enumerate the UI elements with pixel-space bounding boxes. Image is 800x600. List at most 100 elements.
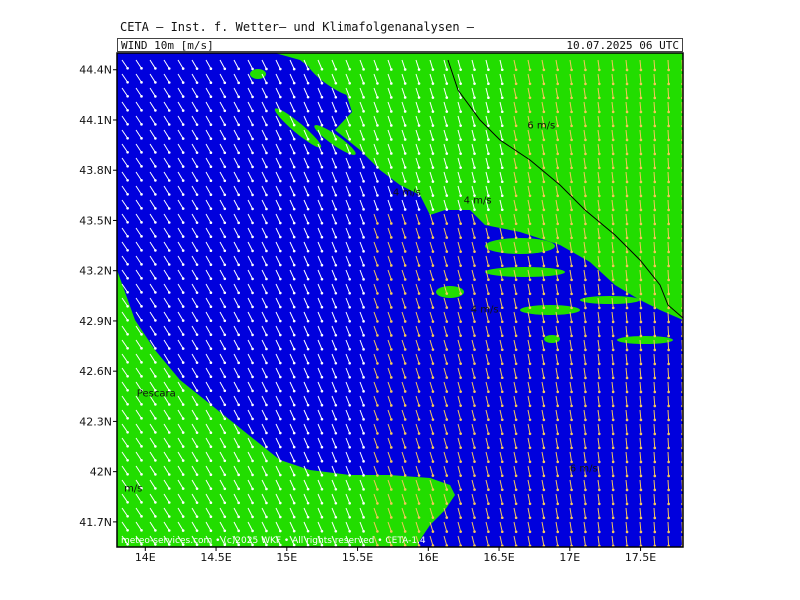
wind-arrow	[219, 367, 226, 378]
wind-arrow-head	[390, 432, 393, 435]
wind-arrow-head	[223, 193, 227, 197]
wind-arrow	[429, 521, 434, 532]
wind-arrow-head	[431, 236, 435, 239]
wind-arrow	[373, 171, 378, 182]
wind-arrow-head	[403, 516, 407, 519]
wind-arrow	[401, 157, 406, 168]
wind-arrow-head	[459, 474, 462, 477]
wind-arrow-head	[473, 446, 476, 449]
wind-arrow-head	[348, 193, 351, 197]
wind-arrow-head	[459, 292, 462, 295]
wind-arrow	[149, 311, 156, 321]
wind-arrow	[387, 269, 392, 280]
wind-arrow-head	[279, 81, 282, 85]
wind-arrow	[611, 73, 614, 84]
wind-arrow-head	[611, 236, 615, 240]
wind-arrow	[191, 493, 198, 503]
wind-arrow-head	[639, 376, 643, 380]
wind-arrow	[429, 437, 434, 448]
wind-arrow-head	[362, 138, 365, 141]
wind-arrow-head	[528, 362, 532, 366]
wind-arrow	[569, 227, 573, 238]
wind-arrow	[121, 101, 129, 111]
wind-arrow-head	[667, 488, 670, 492]
wind-arrow	[387, 367, 392, 378]
wind-arrow	[485, 269, 489, 280]
wind-arrow-head	[584, 68, 587, 72]
wind-arrow-head	[167, 417, 171, 420]
wind-arrow-head	[376, 404, 379, 407]
wind-arrow	[345, 339, 351, 350]
wind-arrow	[611, 521, 614, 532]
wind-arrow	[121, 493, 129, 503]
wind-arrow-head	[320, 235, 324, 239]
wind-arrow	[219, 339, 226, 350]
wind-arrow-head	[598, 516, 601, 520]
wind-arrow-head	[667, 278, 670, 282]
wind-arrow-head	[514, 516, 518, 520]
wind-arrow-head	[500, 516, 504, 520]
wind-arrow-head	[487, 446, 490, 450]
wind-arrow	[261, 101, 267, 112]
wind-arrow	[303, 199, 309, 210]
wind-arrow-head	[445, 376, 449, 379]
wind-arrow-head	[390, 460, 393, 463]
wind-arrow	[247, 437, 253, 448]
wind-arrow-head	[459, 124, 462, 127]
wind-arrow-head	[487, 404, 490, 408]
wind-arrow-head	[126, 360, 129, 364]
wind-arrow	[653, 381, 656, 393]
wind-arrow	[373, 213, 378, 224]
wind-arrow	[499, 465, 503, 476]
wind-arrow	[345, 437, 351, 448]
wind-arrow-head	[237, 431, 240, 435]
wind-arrow	[359, 311, 365, 322]
wind-arrow	[177, 227, 184, 237]
wind-arrow	[415, 451, 420, 462]
wind-arrow	[569, 353, 573, 364]
wind-arrow	[121, 59, 129, 69]
wind-arrow	[163, 59, 170, 69]
wind-arrow	[121, 269, 129, 279]
wind-arrow	[457, 185, 462, 196]
wind-arrow-head	[584, 292, 587, 296]
wind-arrow-head	[431, 222, 435, 225]
wind-arrow-head	[514, 334, 518, 338]
wind-arrow	[555, 493, 559, 504]
wind-arrow	[415, 339, 420, 350]
wind-arrow-head	[667, 502, 670, 506]
wind-arrow	[219, 59, 226, 70]
wind-arrow-head	[403, 166, 407, 169]
wind-arrow-head	[403, 488, 407, 491]
wind-arrow-head	[487, 488, 490, 492]
wind-arrow	[429, 283, 434, 294]
wind-arrow	[373, 255, 378, 266]
wind-arrow	[541, 367, 545, 378]
wind-arrow	[471, 59, 476, 70]
wind-arrow-head	[362, 418, 365, 421]
wind-arrow	[205, 325, 212, 335]
wind-arrow	[583, 409, 586, 420]
wind-arrow-head	[292, 347, 296, 351]
wind-arrow-head	[126, 318, 129, 322]
wind-arrow	[359, 479, 365, 490]
wind-arrow	[205, 367, 212, 377]
wind-arrow	[429, 479, 434, 490]
wind-arrow	[135, 199, 142, 209]
wind-arrow	[443, 311, 448, 322]
wind-arrow-head	[126, 94, 129, 98]
wind-arrow-head	[403, 362, 407, 365]
wind-arrow-head	[195, 529, 199, 532]
wind-arrow	[121, 283, 129, 293]
wind-arrow-head	[376, 334, 379, 337]
wind-arrow	[415, 479, 420, 490]
wind-arrow	[639, 451, 642, 463]
wind-arrow-head	[237, 319, 240, 323]
wind-arrow-head	[279, 165, 282, 169]
wind-arrow-head	[473, 124, 476, 127]
wind-arrow	[471, 297, 476, 308]
wind-arrow	[401, 451, 406, 462]
wind-arrow-head	[265, 81, 268, 85]
wind-arrow	[121, 535, 129, 545]
wind-arrow-head	[598, 194, 601, 198]
